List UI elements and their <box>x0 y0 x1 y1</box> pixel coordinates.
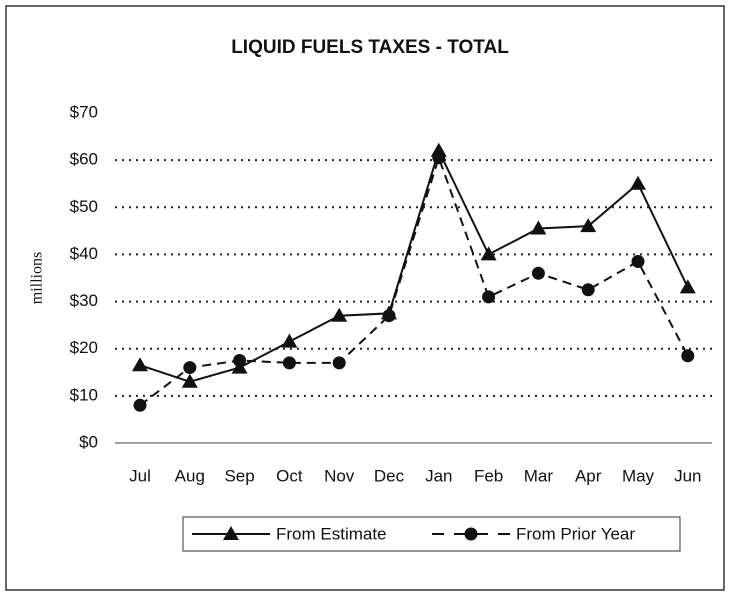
x-tick-label: Jan <box>425 466 452 485</box>
circle-marker <box>183 361 197 375</box>
legend-label: From Estimate <box>276 524 387 543</box>
y-tick-label: $60 <box>70 150 98 169</box>
chart-title: LIQUID FUELS TAXES - TOTAL <box>231 37 509 58</box>
circle-marker <box>233 354 247 367</box>
circle-marker <box>681 349 695 363</box>
x-tick-label: Feb <box>474 466 503 485</box>
triangle-marker <box>580 218 597 233</box>
circle-marker <box>482 290 496 304</box>
triangle-marker <box>331 307 348 322</box>
x-tick-label: Mar <box>524 466 554 485</box>
x-tick-label: Nov <box>324 466 355 485</box>
triangle-marker <box>679 279 696 294</box>
chart-border <box>5 5 725 591</box>
x-tick-label: Apr <box>575 466 602 485</box>
x-tick-label: Jun <box>674 466 701 485</box>
triangle-marker <box>281 333 298 348</box>
circle-marker <box>581 283 595 297</box>
x-tick-label: Oct <box>276 466 303 485</box>
y-tick-label: $50 <box>70 197 98 216</box>
y-axis-label: millions <box>29 252 46 304</box>
circle-marker <box>432 151 446 165</box>
legend-label: From Prior Year <box>516 524 635 543</box>
x-tick-label: Sep <box>224 466 254 485</box>
circle-marker <box>282 356 296 370</box>
series-line <box>139 154 689 407</box>
legend-box <box>182 516 681 552</box>
circle-marker <box>531 266 545 280</box>
x-tick-label: Jul <box>129 466 151 485</box>
x-tick-label: Aug <box>175 466 205 485</box>
y-tick-label: $10 <box>70 385 98 404</box>
circle-marker <box>464 527 478 541</box>
triangle-marker <box>181 373 198 388</box>
x-tick-label: Dec <box>374 466 405 485</box>
y-tick-label: $30 <box>70 291 98 310</box>
circle-marker <box>382 309 396 323</box>
circle-marker <box>332 356 346 370</box>
y-tick-label: $20 <box>70 338 98 357</box>
series-line <box>139 147 689 383</box>
triangle-marker <box>530 220 547 235</box>
triangle-marker <box>132 357 148 372</box>
triangle-marker <box>223 526 239 540</box>
y-tick-label: $70 <box>70 102 98 121</box>
circle-marker <box>133 398 147 412</box>
circle-marker <box>631 255 645 268</box>
triangle-marker <box>480 246 497 261</box>
y-tick-label: $40 <box>70 244 98 263</box>
x-tick-label: May <box>622 466 655 485</box>
y-tick-label: $0 <box>79 432 98 451</box>
triangle-marker <box>630 175 646 190</box>
